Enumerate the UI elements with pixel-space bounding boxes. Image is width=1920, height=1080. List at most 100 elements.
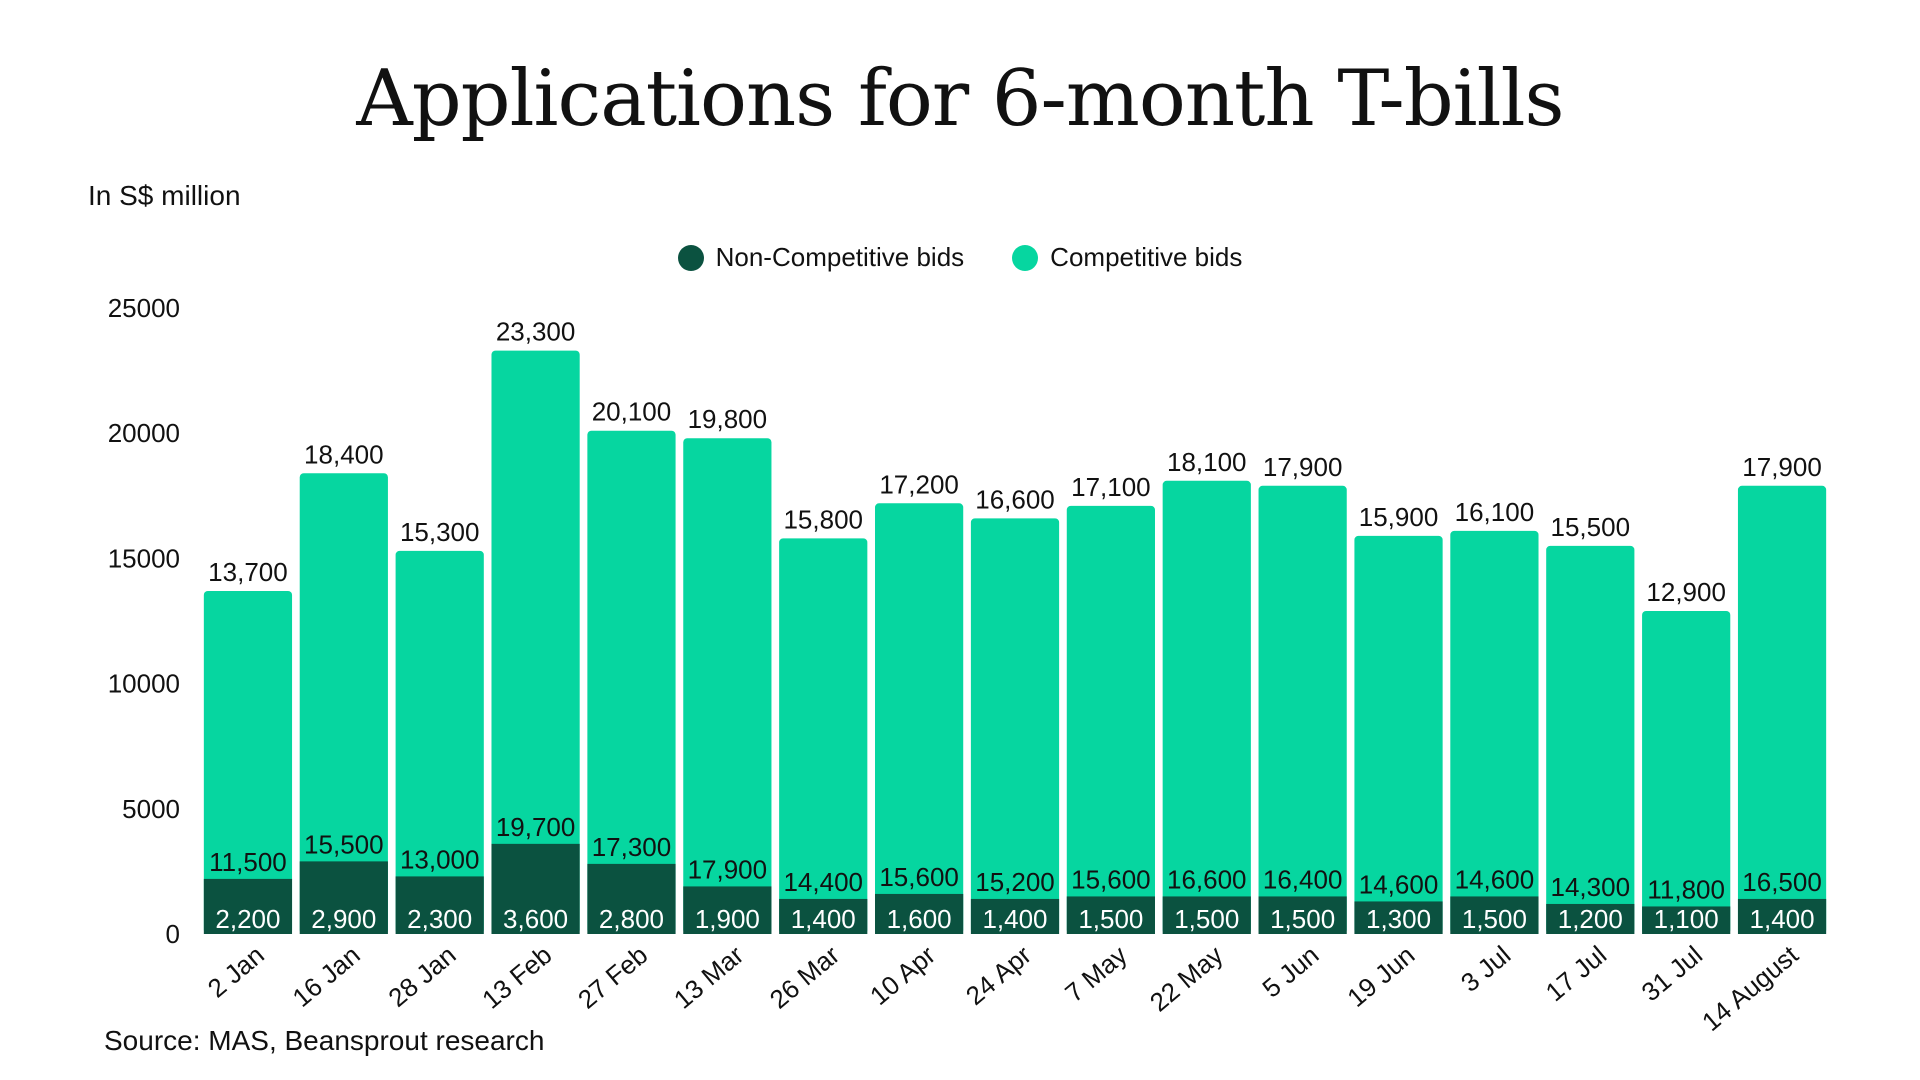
non-competitive-value-label: 1,100 <box>1654 904 1719 934</box>
non-competitive-value-label: 1,900 <box>695 904 760 934</box>
bar-non-competitive-22-may <box>1162 896 1251 934</box>
bar-non-competitive-26-mar <box>779 898 868 934</box>
bar-competitive-17-jul <box>1546 545 1635 934</box>
competitive-value-label: 14,400 <box>783 867 863 897</box>
legend: Non-Competitive bids Competitive bids <box>0 242 1920 273</box>
non-competitive-value-label: 1,400 <box>1750 904 1815 934</box>
bar-competitive-13-mar <box>683 438 772 934</box>
competitive-value-label: 11,500 <box>209 847 287 877</box>
total-label: 15,900 <box>1359 502 1439 532</box>
x-tick-label: 22 May <box>1144 940 1229 1018</box>
legend-item-non-competitive: Non-Competitive bids <box>677 242 965 273</box>
competitive-value-label: 13,000 <box>400 844 480 874</box>
total-label: 19,800 <box>688 404 768 434</box>
x-tick-label: 24 Apr <box>960 939 1037 1011</box>
bar-non-competitive-14-august <box>1737 898 1827 934</box>
competitive-value-label: 11,800 <box>1647 874 1725 904</box>
legend-swatch-non-competitive <box>677 244 704 271</box>
total-label: 13,700 <box>208 557 288 587</box>
non-competitive-value-label: 1,400 <box>791 904 856 934</box>
bar-non-competitive-17-jul <box>1546 903 1635 934</box>
source-note: Source: MAS, Beansprout research <box>104 1025 545 1056</box>
total-label: 18,400 <box>304 439 384 469</box>
bar-competitive-7-may <box>1066 505 1155 934</box>
bar-non-competitive-28-jan <box>395 876 484 934</box>
bar-non-competitive-24-apr <box>970 898 1060 934</box>
x-tick-label: 16 Jan <box>287 940 366 1013</box>
bar-non-competitive-2-jan <box>203 878 293 934</box>
legend-swatch-competitive <box>1012 244 1039 271</box>
y-tick-label: 25000 <box>108 293 180 323</box>
x-tick-label: 5 Jun <box>1256 940 1324 1004</box>
competitive-value-label: 14,300 <box>1551 872 1631 902</box>
y-axis-unit-label: In S$ million <box>88 180 241 211</box>
non-competitive-value-label: 3,600 <box>503 904 568 934</box>
non-competitive-value-label: 1,500 <box>1078 904 1143 934</box>
bar-competitive-28-jan <box>395 550 484 934</box>
non-competitive-value-label: 1,500 <box>1462 904 1527 934</box>
x-tick-label: 14 August <box>1696 939 1804 1037</box>
total-label: 23,300 <box>496 317 576 347</box>
x-tick-label: 3 Jul <box>1455 940 1516 998</box>
bar-non-competitive-16-jan <box>299 861 388 934</box>
competitive-value-label: 15,500 <box>304 829 384 859</box>
bar-competitive-26-mar <box>779 538 868 934</box>
non-competitive-value-label: 2,200 <box>215 904 280 934</box>
bar-non-competitive-7-may <box>1066 896 1155 934</box>
bar-non-competitive-19-jun <box>1354 901 1443 934</box>
legend-label-competitive: Competitive bids <box>1050 242 1243 272</box>
total-label: 20,100 <box>592 397 672 427</box>
x-tick-label: 19 Jun <box>1341 940 1420 1013</box>
x-tick-label: 2 Jan <box>202 940 270 1004</box>
non-competitive-value-label: 1,400 <box>982 904 1047 934</box>
competitive-value-label: 15,200 <box>975 867 1055 897</box>
non-competitive-value-label: 2,900 <box>311 904 376 934</box>
x-tick-label: 28 Jan <box>382 940 461 1013</box>
competitive-value-label: 15,600 <box>879 862 959 892</box>
bar-competitive-16-jan <box>299 473 388 934</box>
total-label: 15,300 <box>400 517 480 547</box>
bar-competitive-27-feb <box>587 430 676 934</box>
bar-competitive-14-august <box>1737 485 1827 934</box>
bar-competitive-5-jun <box>1258 485 1347 934</box>
competitive-value-label: 14,600 <box>1455 864 1535 894</box>
competitive-value-label: 16,500 <box>1742 867 1822 897</box>
x-tick-label: 17 Jul <box>1540 940 1612 1008</box>
total-label: 15,500 <box>1551 512 1631 542</box>
non-competitive-value-label: 2,300 <box>407 904 472 934</box>
total-label: 17,100 <box>1071 472 1151 502</box>
x-tick-label: 10 Apr <box>864 939 941 1011</box>
y-tick-label: 15000 <box>108 543 180 573</box>
non-competitive-value-label: 1,600 <box>887 904 952 934</box>
y-tick-label: 0 <box>166 919 180 949</box>
bar-competitive-10-apr <box>875 503 964 934</box>
bar-non-competitive-10-apr <box>875 893 964 934</box>
bar-competitive-19-jun <box>1354 535 1443 934</box>
legend-label-non-competitive: Non-Competitive bids <box>715 242 965 272</box>
legend-item-competitive: Competitive bids <box>1012 242 1242 273</box>
total-label: 12,900 <box>1646 577 1726 607</box>
x-tick-label: 13 Mar <box>668 939 750 1014</box>
x-tick-label: 13 Feb <box>476 940 557 1015</box>
total-label: 16,100 <box>1455 497 1535 527</box>
x-tick-label: 26 Mar <box>764 939 846 1014</box>
bar-non-competitive-3-jul <box>1450 896 1539 934</box>
bar-competitive-13-feb <box>491 350 580 934</box>
competitive-value-label: 16,400 <box>1263 864 1343 894</box>
bar-competitive-2-jan <box>203 590 293 934</box>
bar-non-competitive-27-feb <box>587 863 676 934</box>
chart-title: Applications for 6-month T-bills <box>356 54 1564 144</box>
non-competitive-value-label: 1,200 <box>1558 904 1623 934</box>
competitive-value-label: 19,700 <box>496 812 576 842</box>
bar-non-competitive-13-mar <box>683 886 772 934</box>
total-label: 17,200 <box>879 469 959 499</box>
x-tick-label: 27 Feb <box>572 940 653 1015</box>
competitive-value-label: 14,600 <box>1359 869 1439 899</box>
competitive-value-label: 16,600 <box>1167 864 1247 894</box>
x-tick-label: 31 Jul <box>1636 940 1708 1008</box>
competitive-value-label: 17,900 <box>688 854 768 884</box>
bar-competitive-24-apr <box>970 518 1060 934</box>
bar-competitive-31-jul <box>1642 610 1731 934</box>
bar-competitive-3-jul <box>1450 530 1539 934</box>
